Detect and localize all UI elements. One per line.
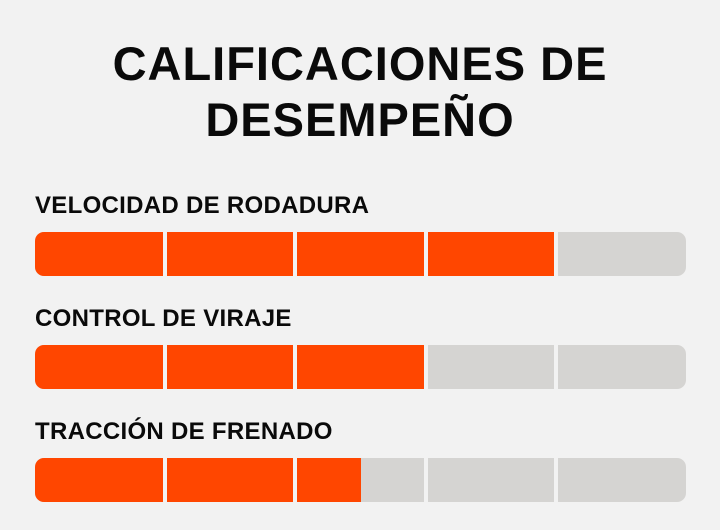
rating-label: CONTROL DE VIRAJE	[35, 305, 292, 332]
rating-bar-divider	[423, 458, 428, 502]
rating-bar-divider	[163, 232, 168, 276]
rating-traccion-de-frenado: TRACCIÓN DE FRENADO	[35, 418, 686, 502]
rating-label: TRACCIÓN DE FRENADO	[35, 418, 333, 445]
rating-bar-fill	[35, 345, 426, 389]
rating-bar-divider	[163, 458, 168, 502]
rating-bar-divider	[553, 345, 558, 389]
rating-velocidad-de-rodadura: VELOCIDAD DE RODADURA	[35, 192, 686, 276]
rating-bar-divider	[553, 232, 558, 276]
rating-bar	[35, 232, 686, 276]
rating-bar-divider	[423, 232, 428, 276]
page-title: CALIFICACIONES DE DESEMPEÑO	[0, 36, 720, 148]
page-title-line-2: DESEMPEÑO	[205, 93, 515, 146]
rating-bar-divider	[293, 345, 298, 389]
rating-bar-divider	[423, 345, 428, 389]
rating-bar-fill	[35, 458, 361, 502]
rating-bar	[35, 458, 686, 502]
rating-bar-divider	[553, 458, 558, 502]
rating-bar	[35, 345, 686, 389]
page-title-line-1: CALIFICACIONES DE	[112, 37, 608, 90]
rating-bar-divider	[293, 458, 298, 502]
rating-bar-divider	[163, 345, 168, 389]
rating-bar-divider	[293, 232, 298, 276]
rating-control-de-viraje: CONTROL DE VIRAJE	[35, 305, 686, 389]
rating-label: VELOCIDAD DE RODADURA	[35, 192, 370, 219]
